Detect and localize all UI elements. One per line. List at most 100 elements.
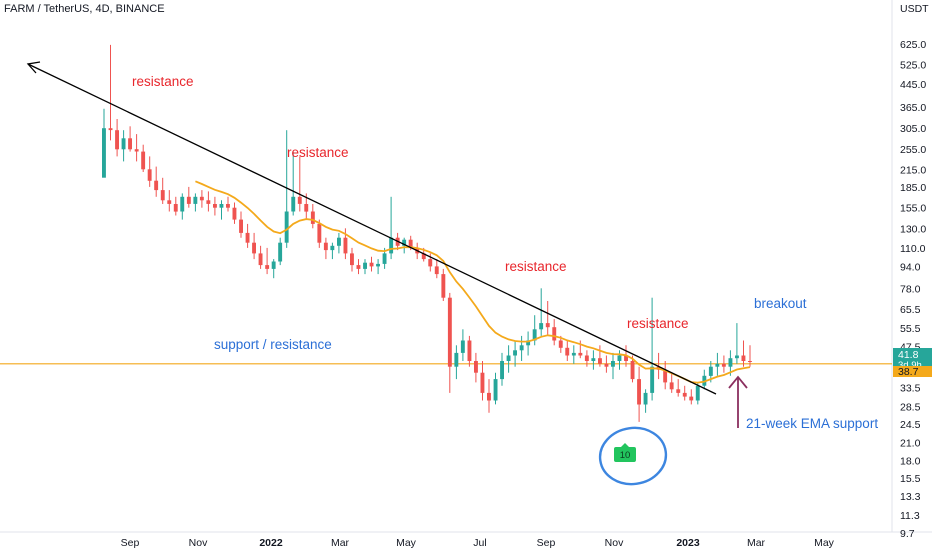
candle-body	[128, 138, 132, 150]
candle-body	[474, 361, 478, 373]
candle-body	[611, 361, 615, 367]
y-tick-label: 365.0	[900, 102, 926, 114]
time-axis[interactable]: Sep Nov 2022 Mar May Jul Sep Nov 2023 Mar May	[121, 537, 835, 549]
resistance-label-3: resistance	[505, 259, 567, 274]
ema-support-label: 21-week EMA support	[746, 416, 878, 431]
resistance-label-1: resistance	[132, 74, 194, 89]
y-tick-label: 78.0	[900, 283, 921, 295]
candle-body	[728, 358, 733, 367]
x-tick-label: Nov	[189, 537, 208, 549]
y-tick-label: 11.3	[900, 510, 920, 522]
candle-body	[363, 262, 367, 269]
y-tick-label: 15.5	[900, 473, 921, 485]
candle-body	[310, 211, 315, 224]
resistance-label-4: resistance	[627, 316, 689, 331]
y-tick-label: 155.0	[900, 203, 926, 215]
candle-body	[382, 253, 387, 264]
candle-body	[213, 204, 217, 208]
candle-body	[186, 196, 191, 204]
y-tick-label: 9.7	[900, 528, 915, 540]
candle-body	[604, 363, 609, 367]
candle-body	[584, 355, 589, 361]
candle-body	[532, 329, 537, 341]
candle-body	[337, 237, 341, 246]
candle-body	[121, 138, 126, 150]
candle-body	[480, 372, 485, 393]
x-tick-label: May	[814, 537, 835, 549]
candle-body	[284, 211, 289, 243]
candle-body	[108, 128, 113, 131]
candle-body	[669, 382, 674, 390]
y-tick-label: 445.0	[900, 79, 926, 91]
candle-body	[350, 253, 354, 266]
y-tick-label: 110.0	[900, 243, 926, 255]
ema-21-week-line[interactable]	[195, 180, 751, 384]
candle-body	[506, 355, 511, 361]
last-price-value: 41.8	[898, 349, 919, 361]
candle-body	[167, 200, 172, 204]
candle-body	[369, 262, 374, 267]
x-tick-label: Sep	[121, 537, 140, 549]
candle-body	[226, 204, 230, 208]
candle-body	[571, 352, 576, 356]
candle-body	[695, 385, 700, 401]
y-tick-label: 130.0	[900, 223, 926, 235]
descending-trendline[interactable]	[27, 63, 717, 395]
candle-body	[389, 237, 394, 254]
x-tick-label: Nov	[605, 537, 624, 549]
idea-badge[interactable]: 10	[614, 443, 636, 462]
candle-body	[291, 196, 296, 212]
candle-body	[539, 323, 544, 330]
badge-count: 10	[620, 450, 631, 461]
candle-body	[356, 265, 361, 269]
candle-body	[134, 149, 139, 152]
candle-body	[617, 355, 622, 361]
candle-body	[402, 239, 407, 246]
candle-body	[343, 237, 348, 254]
candle-body	[493, 379, 498, 401]
candle-body	[245, 232, 250, 243]
candle-body	[624, 355, 628, 361]
candle-body	[154, 180, 159, 191]
ema-price-value: 38.7	[898, 366, 919, 378]
x-tick-label: 2022	[259, 537, 283, 549]
candle-body	[304, 204, 309, 212]
y-tick-label: 65.5	[900, 304, 921, 316]
candle-body	[323, 242, 328, 251]
price-axis[interactable]: 625.0 525.0 445.0 365.0 305.0 255.0 215.0 185.0…	[900, 39, 926, 540]
candle-body	[147, 169, 152, 181]
candle-body	[460, 340, 465, 353]
candle-body	[715, 363, 720, 367]
trendline-arrowhead	[26, 61, 41, 74]
candle-body	[102, 128, 106, 178]
candle-body	[160, 190, 165, 201]
candle-body	[278, 242, 283, 262]
candle-body	[173, 204, 178, 212]
candle-body	[748, 361, 752, 362]
candle-body	[637, 379, 641, 405]
y-tick-label: 28.5	[900, 402, 921, 414]
ema-price-tag[interactable]: 38.7	[893, 366, 932, 378]
candle-body	[193, 196, 198, 204]
candle-body	[239, 219, 243, 233]
y-tick-label: 94.0	[900, 261, 921, 273]
candle-body	[565, 347, 570, 356]
candle-body	[591, 358, 596, 361]
last-price-tag[interactable]: 41.8 3d 9h	[893, 348, 932, 371]
candle-body	[487, 392, 491, 401]
x-tick-label: Sep	[537, 537, 556, 549]
y-tick-label: 255.0	[900, 144, 926, 156]
candle-body	[735, 355, 739, 359]
candle-body	[708, 366, 713, 376]
candle-body	[682, 392, 687, 397]
candle-body	[545, 323, 550, 328]
candle-body	[578, 352, 583, 356]
y-tick-label: 525.0	[900, 60, 926, 72]
candle-body	[513, 350, 517, 356]
y-tick-label: 33.5	[900, 383, 921, 395]
candle-body	[434, 266, 439, 275]
candle-body	[180, 196, 185, 212]
y-tick-label: 55.5	[900, 323, 921, 335]
